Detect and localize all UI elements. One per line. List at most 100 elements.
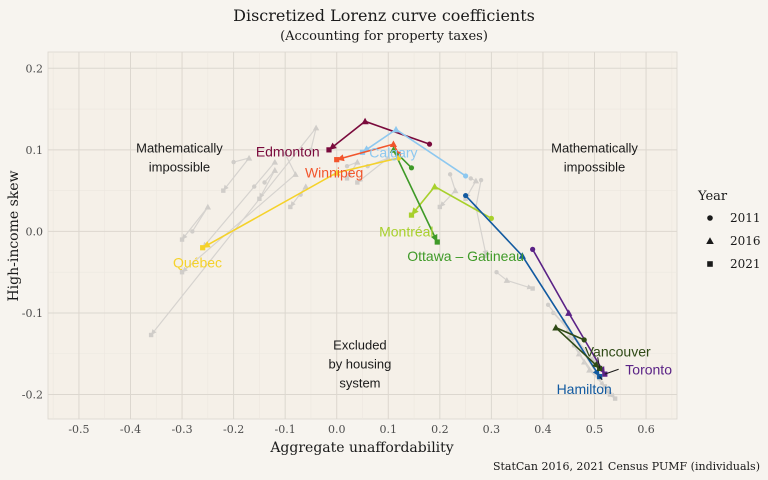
data-point <box>463 192 469 199</box>
data-point <box>389 146 398 153</box>
y-tick-label: -0.2 <box>22 389 43 402</box>
data-point <box>344 163 350 169</box>
annotation-line: impossible <box>149 159 210 174</box>
background-trajectory <box>355 154 392 185</box>
arrowhead <box>439 201 446 207</box>
data-point <box>361 117 369 125</box>
arrowhead <box>182 233 188 240</box>
data-point <box>354 158 361 165</box>
data-point <box>530 246 536 252</box>
arrowhead <box>328 142 337 150</box>
background-trajectory <box>221 154 253 193</box>
x-tick-label: -0.4 <box>120 423 141 436</box>
series-trajectory <box>200 155 402 251</box>
data-point <box>282 151 288 157</box>
annotation: Excluded by housing system <box>328 338 391 391</box>
legend-key <box>706 237 714 245</box>
y-tick-label: -0.1 <box>22 307 43 320</box>
x-tick-label: 0.1 <box>380 423 398 436</box>
data-point <box>494 270 499 275</box>
data-point <box>200 245 206 251</box>
data-point <box>245 154 253 161</box>
x-axis-ticks: -0.5 -0.4 -0.3 -0.2 -0.1 0.0 0.1 0.2 0.3 0.4 0.5 0.… <box>68 423 654 436</box>
arrowhead <box>259 192 265 199</box>
data-point <box>565 309 573 316</box>
series-label: Vancouver <box>585 343 651 359</box>
series-label: Calgary <box>369 144 417 160</box>
data-point <box>344 176 350 181</box>
data-point <box>426 141 433 147</box>
arrowhead <box>202 241 211 248</box>
data-point <box>302 183 309 190</box>
series-label: Winnipeg <box>305 165 363 181</box>
legend-title: Year <box>697 189 728 204</box>
data-point <box>488 215 494 221</box>
data-point <box>463 173 469 179</box>
arrowhead <box>589 356 595 362</box>
arrowhead <box>151 329 157 335</box>
chart-subtitle: (Accounting for property taxes) <box>280 29 488 44</box>
data-point <box>581 337 587 343</box>
data-point <box>484 253 489 259</box>
x-tick-label: 0.3 <box>483 423 501 436</box>
arrowhead <box>592 360 600 369</box>
data-point <box>204 203 212 210</box>
x-tick-label: -0.2 <box>223 423 244 436</box>
data-point <box>408 165 415 171</box>
annotation-line: impossible <box>564 159 625 174</box>
arrowhead <box>431 234 438 243</box>
data-point <box>586 366 593 373</box>
data-point <box>602 384 608 389</box>
arrowhead <box>482 250 488 256</box>
series-trajectory <box>334 140 402 163</box>
data-point <box>271 158 279 165</box>
background-trajectory <box>344 158 361 181</box>
data-point <box>271 167 279 173</box>
x-tick-label: 0.5 <box>586 423 604 436</box>
series-labels: Edmonton Calgary Winnipeg Montréal Ottawa – … <box>173 143 672 396</box>
x-axis-label: Aggregate unaffordability <box>269 440 453 456</box>
legend-label: 2021 <box>730 257 761 271</box>
data-point <box>472 177 480 184</box>
data-point <box>334 157 340 163</box>
data-point <box>395 155 402 161</box>
series-label: Montréal <box>379 223 433 239</box>
data-point <box>333 169 341 176</box>
data-point <box>262 180 267 185</box>
x-tick-label: -0.1 <box>275 423 296 436</box>
background-trajectory <box>179 151 299 275</box>
data-point <box>308 147 314 153</box>
label-leader <box>597 357 601 369</box>
arrowhead <box>599 380 605 387</box>
legend-label: 2011 <box>730 211 761 225</box>
data-point <box>612 396 618 401</box>
series-label: Edmonton <box>256 143 320 159</box>
background-trajectory <box>463 176 480 201</box>
arrowhead <box>347 172 353 179</box>
data-point <box>478 177 484 183</box>
annotations: Mathematically impossible Mathematically im… <box>136 140 638 390</box>
data-point <box>592 359 597 365</box>
x-tick-label: 0.2 <box>431 423 449 436</box>
annotation: Mathematically impossible <box>551 140 638 174</box>
data-point <box>312 124 320 131</box>
data-point <box>518 252 526 259</box>
label-leader <box>599 376 603 381</box>
arrowhead <box>290 201 296 207</box>
background-trajectory <box>437 172 459 210</box>
series-label: Toronto <box>625 361 672 377</box>
legend: Year 2011 2016 2021 <box>697 189 761 271</box>
series-label: Hamilton <box>557 381 612 397</box>
data-point <box>231 159 236 165</box>
chart-title: Discretized Lorenz curve coefficients <box>233 6 535 25</box>
x-tick-label: 0.0 <box>328 423 346 436</box>
y-axis-label: High-income skew <box>6 170 22 301</box>
background-trajectory <box>148 124 320 338</box>
arrowhead <box>336 154 345 162</box>
series-label: Ottawa – Gatineau <box>407 248 524 264</box>
data-point <box>355 180 360 185</box>
legend-label: 2016 <box>730 234 761 248</box>
arrowhead <box>223 184 229 191</box>
annotation-line: system <box>339 376 380 391</box>
